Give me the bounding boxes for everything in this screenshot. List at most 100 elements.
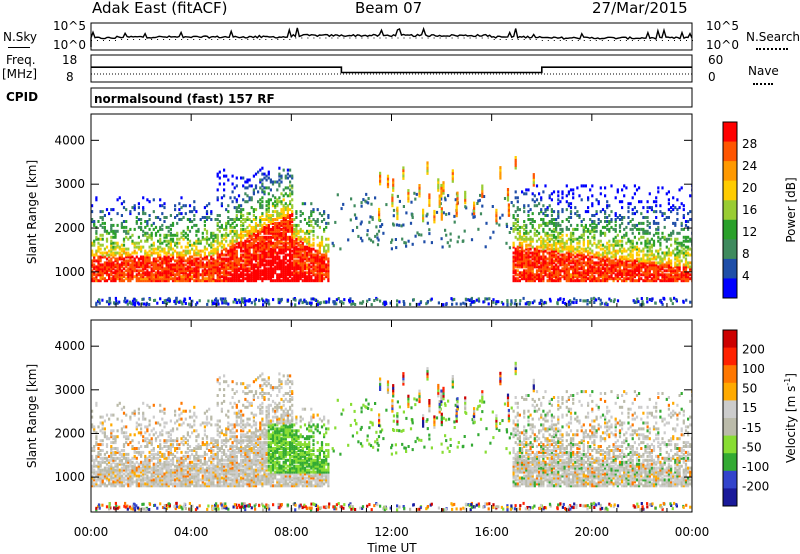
power-cell	[137, 206, 140, 210]
power-cell	[225, 263, 228, 267]
power-cell	[360, 220, 363, 224]
power-cell	[595, 277, 598, 281]
power-cell	[157, 265, 160, 269]
power-cell	[293, 271, 296, 275]
power-cell	[269, 243, 272, 247]
power-cell	[212, 243, 215, 247]
power-cell	[374, 196, 377, 200]
power-cell	[152, 210, 155, 214]
power-cell	[250, 227, 253, 231]
power-cell	[152, 275, 155, 279]
power-cell	[116, 223, 119, 227]
power-cell	[110, 241, 113, 245]
power-cell	[512, 251, 515, 255]
power-cell	[312, 229, 315, 233]
power-cell	[150, 231, 153, 235]
power-cell	[625, 186, 628, 190]
power-cell	[584, 184, 587, 188]
power-cell	[274, 223, 277, 227]
power-cell	[174, 277, 177, 281]
power-cell	[279, 298, 282, 302]
power-cell	[161, 204, 164, 208]
power-cell	[299, 214, 302, 217]
power-cell	[546, 279, 549, 283]
power-cell	[218, 253, 221, 257]
power-cell	[171, 265, 175, 269]
power-cell	[582, 265, 585, 269]
power-cell	[543, 300, 546, 304]
power-cell	[265, 277, 268, 281]
power-cell	[235, 275, 238, 279]
power-cell	[122, 267, 126, 271]
power-cell	[365, 200, 368, 204]
power-cell	[531, 212, 534, 216]
power-cell	[268, 302, 271, 306]
power-cell	[122, 263, 126, 267]
power-cell	[125, 247, 128, 251]
power-cell	[110, 253, 113, 257]
power-cell	[303, 249, 307, 253]
power-cell	[193, 241, 196, 245]
power-cell	[272, 298, 275, 302]
power-cell	[97, 265, 100, 269]
power-cell	[144, 239, 147, 243]
power-cell	[684, 271, 688, 275]
power-cell	[278, 259, 281, 263]
power-cell	[667, 273, 670, 277]
power-cell	[233, 186, 236, 190]
power-cell	[555, 267, 558, 271]
power-cell	[165, 267, 168, 271]
power-cell	[133, 204, 136, 208]
power-cell	[468, 299, 471, 302]
power-cell	[561, 241, 564, 245]
power-cell	[252, 190, 255, 194]
power-cell	[610, 273, 613, 277]
power-cell	[193, 206, 196, 210]
power-cell	[655, 221, 658, 225]
power-cell	[97, 261, 100, 265]
power-cell	[655, 196, 658, 200]
power-cell	[612, 255, 615, 259]
power-cell	[644, 269, 647, 273]
power-cell	[118, 277, 121, 281]
power-cell	[274, 231, 277, 235]
power-cell	[133, 241, 136, 245]
power-cell	[680, 223, 683, 227]
power-cell	[689, 300, 692, 304]
power-cell	[129, 263, 132, 267]
power-cell	[225, 239, 228, 243]
power-cell	[289, 265, 292, 269]
power-cell	[258, 298, 261, 302]
power-cell	[291, 233, 294, 237]
power-cell	[242, 259, 245, 263]
power-cell	[223, 263, 226, 267]
power-cell	[567, 263, 570, 267]
power-cell	[608, 229, 611, 233]
power-cell	[533, 220, 536, 223]
power-cell	[402, 300, 405, 303]
power-cell	[291, 253, 294, 257]
power-cell	[186, 265, 189, 269]
power-cell	[93, 259, 96, 263]
power-cell	[665, 275, 668, 279]
power-cell	[259, 249, 262, 253]
power-cell	[150, 233, 153, 237]
power-cell	[680, 186, 683, 190]
power-cell	[248, 257, 251, 261]
power-cell	[205, 279, 209, 283]
power-cell	[252, 218, 255, 221]
power-cell	[225, 279, 228, 283]
power-cell	[559, 200, 562, 204]
power-cell	[655, 271, 658, 275]
power-cell	[152, 241, 155, 245]
power-cell	[297, 223, 300, 227]
power-cell	[582, 259, 585, 263]
power-cell	[286, 212, 289, 216]
power-cell	[667, 263, 670, 267]
power-cell	[523, 257, 526, 261]
power-cell	[567, 303, 571, 307]
power-cell	[114, 273, 117, 277]
power-cell	[580, 271, 583, 275]
power-cell	[216, 279, 219, 283]
power-cell	[280, 180, 283, 184]
